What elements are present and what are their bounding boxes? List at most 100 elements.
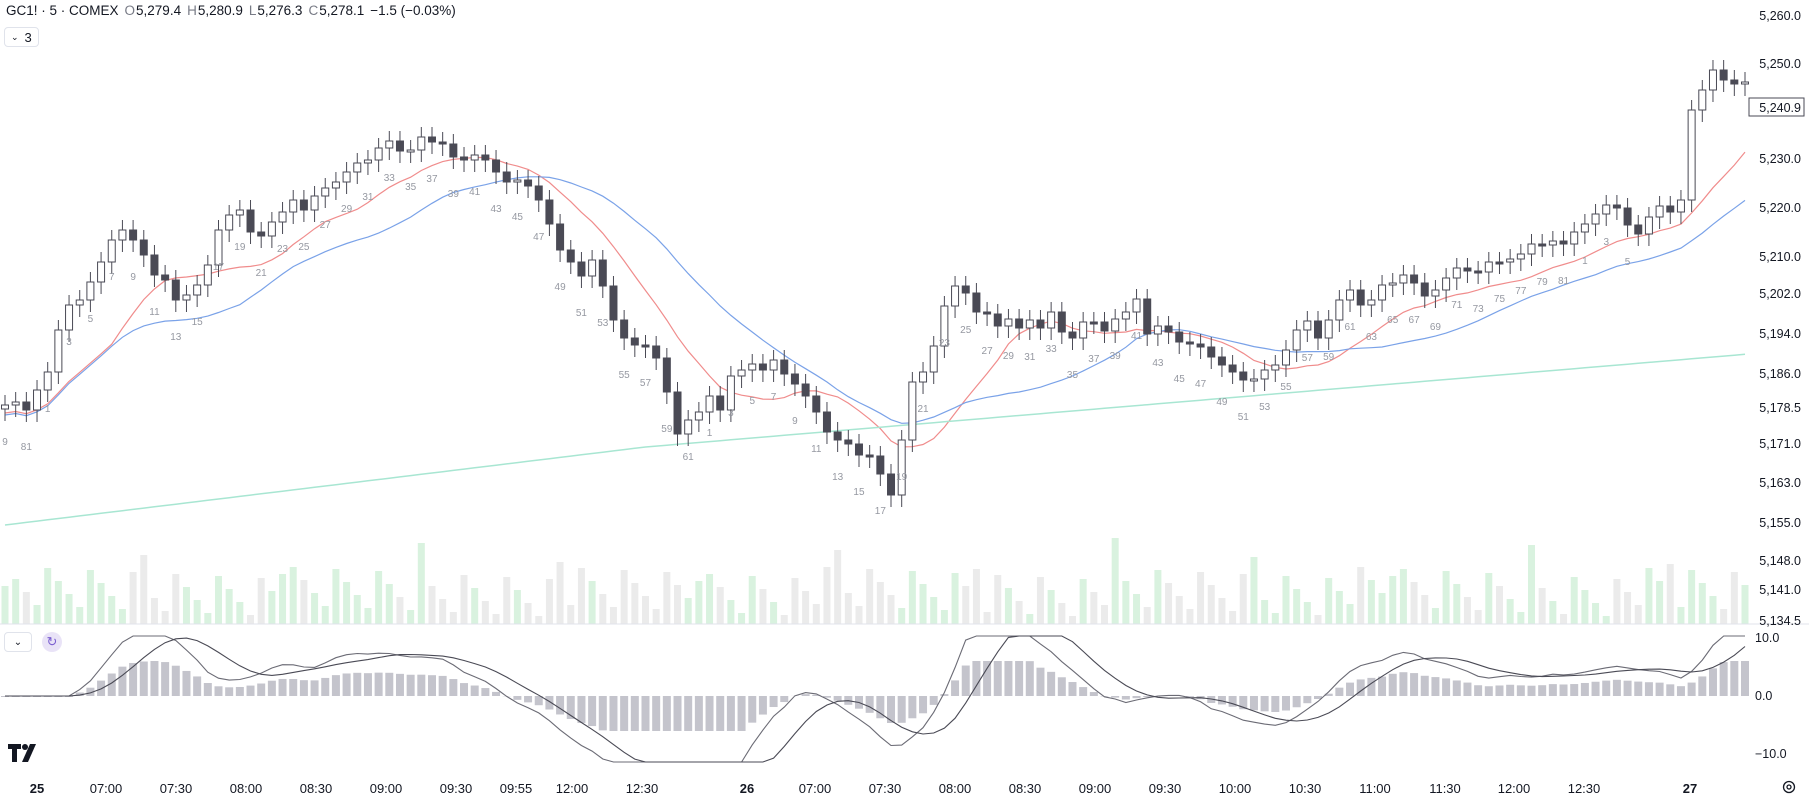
volume-bar bbox=[759, 589, 767, 624]
candle-body bbox=[1260, 369, 1269, 380]
volume-bar bbox=[866, 569, 874, 624]
candle-body bbox=[1047, 311, 1056, 329]
volume-bar bbox=[1399, 569, 1407, 624]
macd-histogram-bar bbox=[438, 675, 447, 696]
macd-histogram-bar bbox=[299, 680, 308, 696]
candle-body bbox=[876, 455, 885, 475]
bar-count-label: 1 bbox=[707, 428, 713, 439]
candle-body bbox=[1666, 205, 1675, 213]
bar-count-label: 5 bbox=[749, 396, 755, 407]
candle-body bbox=[374, 147, 383, 161]
volume-bar bbox=[1165, 583, 1173, 624]
bar-count-label: 47 bbox=[533, 232, 545, 243]
macd-axis-label: 10.0 bbox=[1755, 631, 1779, 645]
time-axis-label: 10:00 bbox=[1219, 781, 1252, 796]
time-axis-label: 08:30 bbox=[1009, 781, 1042, 796]
ohlc-high: H5,280.9 bbox=[187, 3, 243, 18]
volume-bar bbox=[716, 587, 724, 624]
macd-axis-label: −10.0 bbox=[1755, 747, 1787, 761]
bar-count-label: 59 bbox=[1323, 352, 1335, 363]
macd-line bbox=[5, 635, 1745, 763]
candle-body bbox=[844, 439, 853, 445]
time-axis-label: 09:00 bbox=[1079, 781, 1112, 796]
macd-histogram-bar bbox=[1015, 661, 1024, 696]
candle-body bbox=[1185, 341, 1194, 345]
candle-body bbox=[417, 136, 426, 151]
price-axis-label: 5,202.0 bbox=[1759, 287, 1801, 301]
macd-histogram-bar bbox=[1025, 661, 1034, 696]
macd-histogram-bar bbox=[1271, 696, 1280, 712]
logo-icon bbox=[8, 744, 36, 762]
candle-body bbox=[257, 231, 266, 237]
bar-count-label: 19 bbox=[234, 242, 246, 253]
time-axis-label: 09:30 bbox=[440, 781, 473, 796]
candle-body bbox=[1463, 267, 1472, 272]
ma-mid-line bbox=[4, 176, 1746, 424]
symbol-title[interactable]: GC1! · 5 · COMEX bbox=[6, 3, 119, 18]
price-axis-label: 5,171.0 bbox=[1759, 437, 1801, 451]
candle-body bbox=[1217, 356, 1226, 366]
time-axis-label: 07:00 bbox=[90, 781, 123, 796]
candle-body bbox=[1399, 274, 1408, 284]
volume-bar bbox=[428, 586, 436, 624]
price-axis-label: 5,250.0 bbox=[1759, 57, 1801, 71]
volume-bar bbox=[1207, 585, 1215, 624]
volume-bar bbox=[33, 605, 41, 624]
volume-bar bbox=[1410, 582, 1418, 624]
volume-bar bbox=[1015, 601, 1023, 624]
refresh-icon[interactable]: ↻ bbox=[42, 632, 62, 652]
macd-axis[interactable]: 10.0 0.0 −10.0 bbox=[1755, 631, 1787, 761]
volume-bar bbox=[449, 612, 457, 624]
candle-body bbox=[107, 239, 116, 263]
candle-body bbox=[86, 281, 95, 301]
macd-histogram-bar bbox=[1239, 696, 1248, 710]
candle-body bbox=[1559, 240, 1568, 245]
macd-histogram-bar bbox=[1303, 696, 1312, 704]
volume-bar bbox=[193, 600, 201, 624]
bar-count-label: 15 bbox=[853, 487, 865, 498]
candle-body bbox=[342, 171, 351, 183]
candle-body bbox=[662, 357, 671, 393]
volume-bar bbox=[962, 586, 970, 624]
price-axis[interactable]: 5,260.0 5,250.0 5,240.9 5,230.0 5,220.0 5,210… bbox=[1748, 9, 1805, 628]
candle-body bbox=[524, 179, 533, 187]
candle-body bbox=[1346, 289, 1355, 301]
macd-histogram-bar bbox=[598, 696, 607, 731]
volume-bar bbox=[1485, 573, 1493, 624]
volume-bar bbox=[1101, 605, 1109, 624]
price-axis-label: 5,148.0 bbox=[1759, 554, 1801, 568]
volume-bar bbox=[1698, 583, 1706, 624]
volume-bar bbox=[567, 605, 575, 624]
candle-body bbox=[1079, 321, 1088, 339]
indicators-collapse-button[interactable]: ⌄ 3 bbox=[4, 27, 39, 47]
ma-slow-line bbox=[4, 353, 1746, 526]
bar-count-label: 9 bbox=[2, 437, 8, 448]
bar-count-label: 33 bbox=[384, 173, 396, 184]
time-axis-label: 08:00 bbox=[230, 781, 263, 796]
macd-collapse-button[interactable]: ⌄ bbox=[4, 632, 32, 652]
macd-histogram-bar bbox=[1356, 679, 1365, 696]
macd-histogram-bar bbox=[972, 661, 981, 696]
tradingview-logo[interactable] bbox=[8, 744, 42, 768]
time-axis[interactable]: 25 07:00 07:30 08:00 08:30 09:00 09:30 09:55 12:… bbox=[30, 781, 1697, 796]
macd-histogram-bar bbox=[1506, 684, 1515, 696]
candle-body bbox=[684, 419, 693, 435]
candle-body bbox=[1, 404, 9, 410]
volume-bar bbox=[1645, 568, 1653, 624]
candle-body bbox=[22, 401, 31, 411]
volume-bar bbox=[1047, 590, 1055, 624]
volume-bar bbox=[1261, 600, 1269, 624]
macd-histogram-bar bbox=[652, 696, 661, 731]
volume-bar bbox=[1720, 609, 1728, 624]
macd-histogram-bar bbox=[1249, 696, 1258, 711]
volume-bar bbox=[321, 606, 329, 624]
macd-histogram-bar bbox=[940, 694, 949, 696]
macd-histogram-bar bbox=[1644, 682, 1653, 696]
bar-count-label: 39 bbox=[448, 189, 460, 200]
candle-body bbox=[566, 249, 575, 263]
gear-icon[interactable] bbox=[1781, 779, 1797, 799]
volume-bar bbox=[1613, 579, 1621, 624]
volume-bar bbox=[1346, 604, 1354, 624]
